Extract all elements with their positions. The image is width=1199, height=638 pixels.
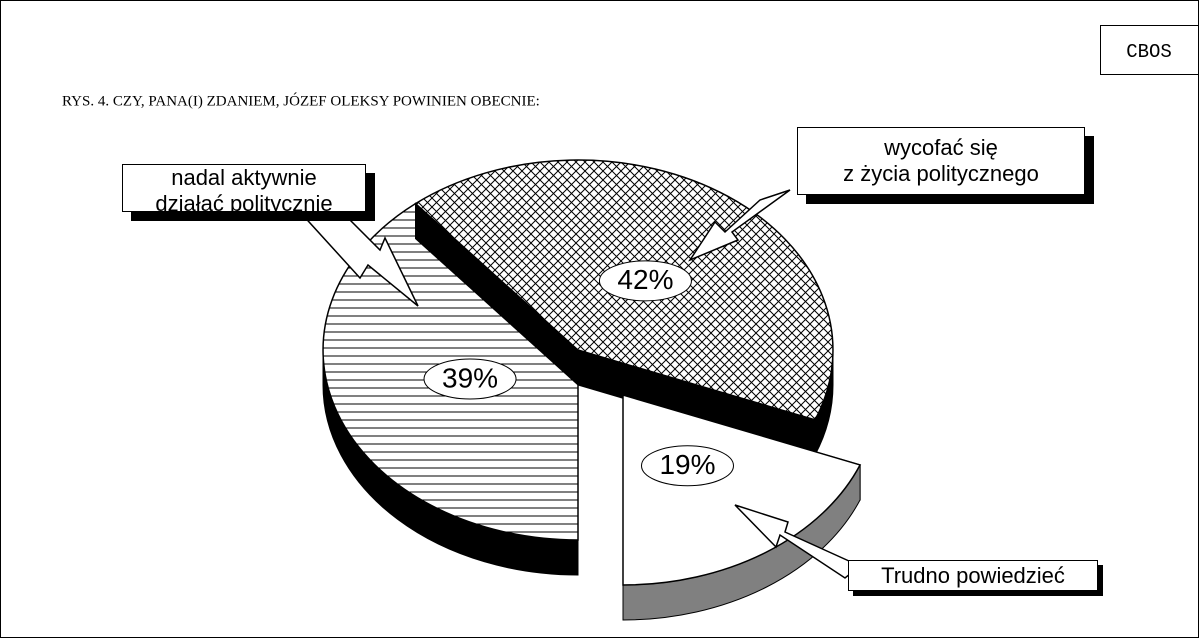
percent-labels: 39% 42% 19% bbox=[423, 260, 734, 487]
data-label: 42% bbox=[617, 264, 673, 295]
label: wycofać się z życia politycznego bbox=[797, 127, 1085, 195]
pie bbox=[322, 159, 862, 621]
label: Trudno powiedzieć bbox=[848, 560, 1098, 591]
source: CBOS bbox=[1126, 41, 1172, 63]
arrows bbox=[298, 189, 862, 579]
label: nadal aktywnie działać politycznie bbox=[122, 164, 366, 216]
data-label: 39% bbox=[442, 362, 498, 393]
chart-title: RYS. 4. CZY, PANA(I) ZDANIEM, JÓZEF OLEK… bbox=[62, 92, 540, 109]
percent-bubble bbox=[598, 260, 692, 302]
data-label: 19% bbox=[659, 449, 715, 480]
slice bbox=[622, 393, 862, 586]
source-box bbox=[1100, 25, 1199, 75]
arrow bbox=[734, 504, 862, 579]
percent-bubble bbox=[640, 445, 734, 487]
arrow bbox=[688, 189, 791, 262]
percent-bubble bbox=[423, 358, 517, 400]
